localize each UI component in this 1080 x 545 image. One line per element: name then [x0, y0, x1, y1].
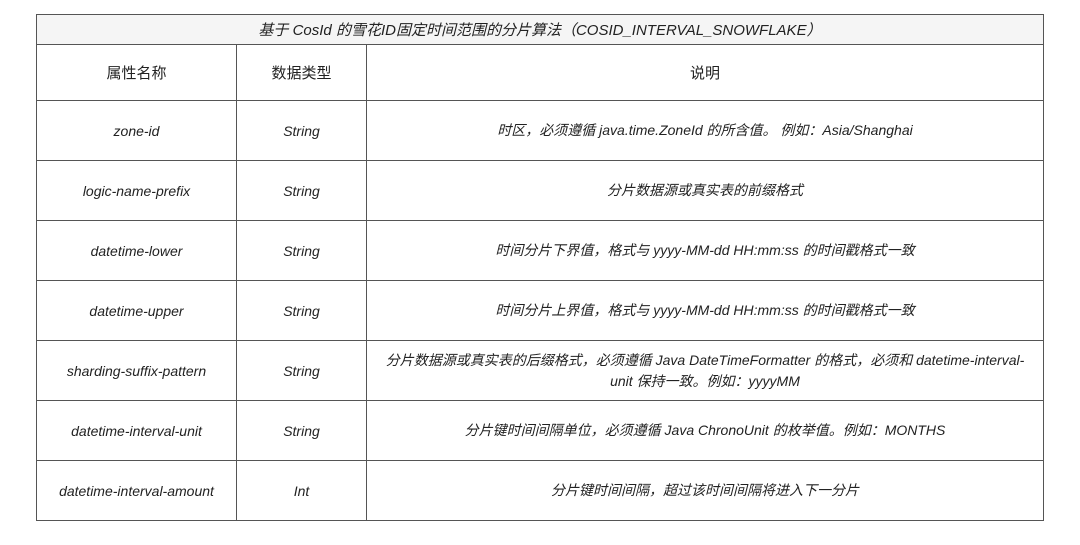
- attr-name-cell: logic-name-prefix: [37, 161, 237, 221]
- column-header: 说明: [367, 45, 1044, 101]
- attr-type-cell: String: [237, 341, 367, 401]
- table-row: sharding-suffix-patternString分片数据源或真实表的后…: [37, 341, 1044, 401]
- table-row: datetime-interval-unitString分片键时间间隔单位，必须…: [37, 401, 1044, 461]
- attr-desc-cell: 时间分片下界值，格式与 yyyy-MM-dd HH:mm:ss 的时间戳格式一致: [367, 221, 1044, 281]
- table-row: datetime-lowerString时间分片下界值，格式与 yyyy-MM-…: [37, 221, 1044, 281]
- attr-type-cell: String: [237, 281, 367, 341]
- attr-type-cell: String: [237, 221, 367, 281]
- attr-name-cell: datetime-lower: [37, 221, 237, 281]
- table-title: 基于 CosId 的雪花ID固定时间范围的分片算法（COSID_INTERVAL…: [37, 15, 1044, 45]
- column-header: 属性名称: [37, 45, 237, 101]
- attr-desc-cell: 分片数据源或真实表的前缀格式: [367, 161, 1044, 221]
- attr-name-cell: sharding-suffix-pattern: [37, 341, 237, 401]
- attr-name-cell: datetime-interval-amount: [37, 461, 237, 521]
- table-row: datetime-interval-amountInt分片键时间间隔，超过该时间…: [37, 461, 1044, 521]
- column-header: 数据类型: [237, 45, 367, 101]
- table-row: datetime-upperString时间分片上界值，格式与 yyyy-MM-…: [37, 281, 1044, 341]
- table-row: zone-idString时区，必须遵循 java.time.ZoneId 的所…: [37, 101, 1044, 161]
- attr-desc-cell: 分片键时间间隔，超过该时间间隔将进入下一分片: [367, 461, 1044, 521]
- attr-desc-cell: 时间分片上界值，格式与 yyyy-MM-dd HH:mm:ss 的时间戳格式一致: [367, 281, 1044, 341]
- table-header-row: 属性名称数据类型说明: [37, 45, 1044, 101]
- attr-type-cell: String: [237, 401, 367, 461]
- attr-desc-cell: 分片键时间间隔单位，必须遵循 Java ChronoUnit 的枚举值。例如：M…: [367, 401, 1044, 461]
- sharding-algorithm-table: 基于 CosId 的雪花ID固定时间范围的分片算法（COSID_INTERVAL…: [36, 14, 1044, 521]
- attr-type-cell: String: [237, 161, 367, 221]
- attr-type-cell: Int: [237, 461, 367, 521]
- attr-desc-cell: 时区，必须遵循 java.time.ZoneId 的所含值。 例如：Asia/S…: [367, 101, 1044, 161]
- attr-name-cell: zone-id: [37, 101, 237, 161]
- attr-desc-cell: 分片数据源或真实表的后缀格式，必须遵循 Java DateTimeFormatt…: [367, 341, 1044, 401]
- attr-name-cell: datetime-upper: [37, 281, 237, 341]
- table-row: logic-name-prefixString分片数据源或真实表的前缀格式: [37, 161, 1044, 221]
- attr-type-cell: String: [237, 101, 367, 161]
- attr-name-cell: datetime-interval-unit: [37, 401, 237, 461]
